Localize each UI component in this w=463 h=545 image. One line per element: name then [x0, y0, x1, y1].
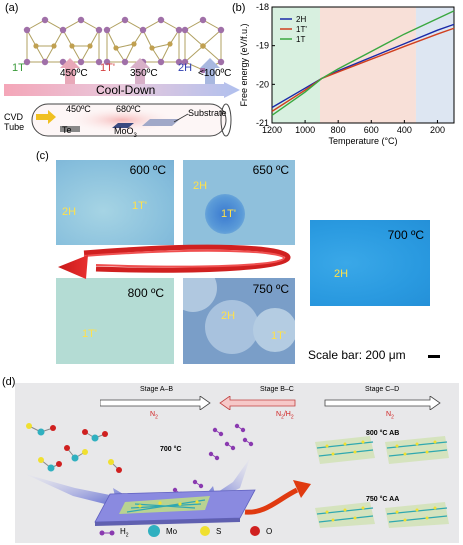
y-tick-label: -18	[256, 2, 269, 12]
y-tick-label: -19	[256, 41, 269, 51]
stage-ab-label: Stage A–B	[140, 386, 174, 393]
moo3-source-label: MoO3	[114, 126, 137, 139]
micro-temp-750: 750 ºC	[252, 282, 289, 296]
arrow-right-icon	[100, 396, 211, 410]
arrow-up-icon	[200, 58, 220, 86]
te-source-label: Te	[62, 125, 72, 135]
tube-label: Tube	[4, 122, 25, 132]
panel-c-label: (c)	[36, 150, 49, 162]
cvd-temp-680: 680ºC	[116, 104, 141, 114]
x-tick-label: 1200	[262, 125, 282, 135]
series-line-1T'	[271, 27, 455, 112]
cooldown-label: Cool-Down	[96, 83, 156, 97]
micro-temp-800: 800 ºC	[127, 286, 164, 300]
arrow-left-icon	[58, 255, 88, 279]
legend-h2: H2	[120, 527, 129, 539]
micro-phase-1tp: 1T'	[82, 328, 97, 340]
scalebar-line	[428, 355, 440, 358]
gas-n2-cd: N2	[386, 411, 394, 421]
cvd-tube	[31, 103, 232, 137]
x-tick-label: 600	[364, 125, 379, 135]
x-axis-label: Temperature (°C)	[328, 136, 397, 146]
x-tick-label: 400	[397, 125, 412, 135]
crystal-ab-stacks	[315, 436, 449, 464]
micro-temp-650: 650 ºC	[252, 163, 289, 177]
o-legend-icon	[250, 526, 260, 536]
panel-a-label: (a)	[5, 2, 19, 14]
growth-arrow-icon	[244, 480, 311, 515]
crystal-structures	[23, 16, 225, 74]
arrow-up-icon	[130, 58, 150, 86]
legend-o: O	[266, 527, 273, 536]
phase-2h-label: 2H	[178, 62, 193, 74]
scalebar-label: Scale bar: 200 μm	[308, 348, 406, 362]
legend-s: S	[216, 527, 222, 536]
temp-700-label: 700 °C	[160, 446, 182, 453]
panel-d-label: (d)	[2, 376, 16, 388]
arrow-right-icon	[324, 396, 441, 410]
y-tick-label: -20	[256, 79, 269, 89]
gas-flow-arrow-icon	[36, 110, 56, 124]
temp-450: 450ºC	[60, 68, 88, 79]
cooldown-arrow	[4, 82, 240, 98]
micro-temp-600: 600 ºC	[129, 163, 166, 177]
panel-b-label: (b)	[232, 2, 246, 14]
mos2-crystal	[119, 496, 210, 514]
micro-image-750: 750 ºC 2H 1T'	[183, 278, 295, 364]
micro-phase-2h: 2H	[62, 206, 77, 218]
structure-1t	[26, 19, 100, 64]
region-band	[319, 7, 416, 123]
phase-1t-label: 1T	[12, 62, 25, 74]
mo-legend-icon	[148, 525, 160, 537]
gas-n2h2-bc: N2/H2	[276, 411, 294, 421]
substrate-label: Substrate	[188, 108, 227, 118]
cycle-arrow	[58, 244, 291, 279]
micro-phase-1tp: 1T'	[271, 330, 286, 342]
y-tick-label: -21	[256, 118, 269, 128]
micro-image-700: 700 ºC 2H	[310, 220, 430, 306]
y-axis-label: Free energy (eV/f.u.)	[239, 23, 249, 106]
label-800-ab: 800 °C AB	[366, 430, 400, 437]
plot-frame	[271, 6, 455, 124]
region-band	[415, 7, 454, 123]
series-line-2H	[271, 23, 455, 109]
h2-legend-icon	[99, 530, 115, 536]
precursor-molecules	[26, 423, 122, 473]
micro-image-600: 600 ºC 2H 1T'	[56, 160, 174, 245]
legend-mo: Mo	[166, 527, 178, 536]
micro-phase-2h: 2H	[221, 310, 236, 322]
legend-entry: 1T	[296, 35, 305, 44]
crystal-aa-stacks	[315, 502, 449, 528]
x-tick-label: 800	[331, 125, 346, 135]
stage-cd-label: Stage C–D	[365, 386, 400, 393]
micro-image-650: 650 ºC 2H 1T'	[183, 160, 295, 245]
x-tick-label: 1000	[295, 125, 315, 135]
phase-1tp-label: 1T'	[100, 62, 115, 74]
growth-schematic	[25, 423, 449, 528]
transition-arrows	[60, 58, 220, 86]
legend-entry: 2H	[296, 15, 306, 24]
s-legend-icon	[200, 526, 210, 536]
x-tick-label: 200	[430, 125, 445, 135]
micro-temp-700: 700 ºC	[387, 228, 424, 242]
stage-arrows	[100, 396, 441, 410]
legend-entry: 1T'	[296, 25, 307, 34]
micro-image-800: 800 ºC 1T'	[56, 278, 174, 364]
temp-350: 350ºC	[130, 68, 158, 79]
micro-phase-2h: 2H	[193, 180, 208, 192]
label-750-aa: 750 °C AA	[366, 496, 400, 503]
stage-bc-label: Stage B–C	[260, 386, 294, 393]
micro-phase-1tp: 1T'	[221, 208, 236, 220]
arrow-left-icon	[219, 396, 296, 410]
temp-100: <100ºC	[198, 68, 232, 79]
arrow-up-icon	[60, 58, 80, 86]
cvd-temp-450: 450ºC	[66, 104, 91, 114]
cvd-label: CVD	[4, 112, 24, 122]
micro-phase-2h: 2H	[334, 268, 349, 280]
series-line-1T	[271, 10, 455, 116]
micro-phase-1tp: 1T'	[132, 200, 147, 212]
gas-n2-ab: N2	[150, 411, 158, 421]
